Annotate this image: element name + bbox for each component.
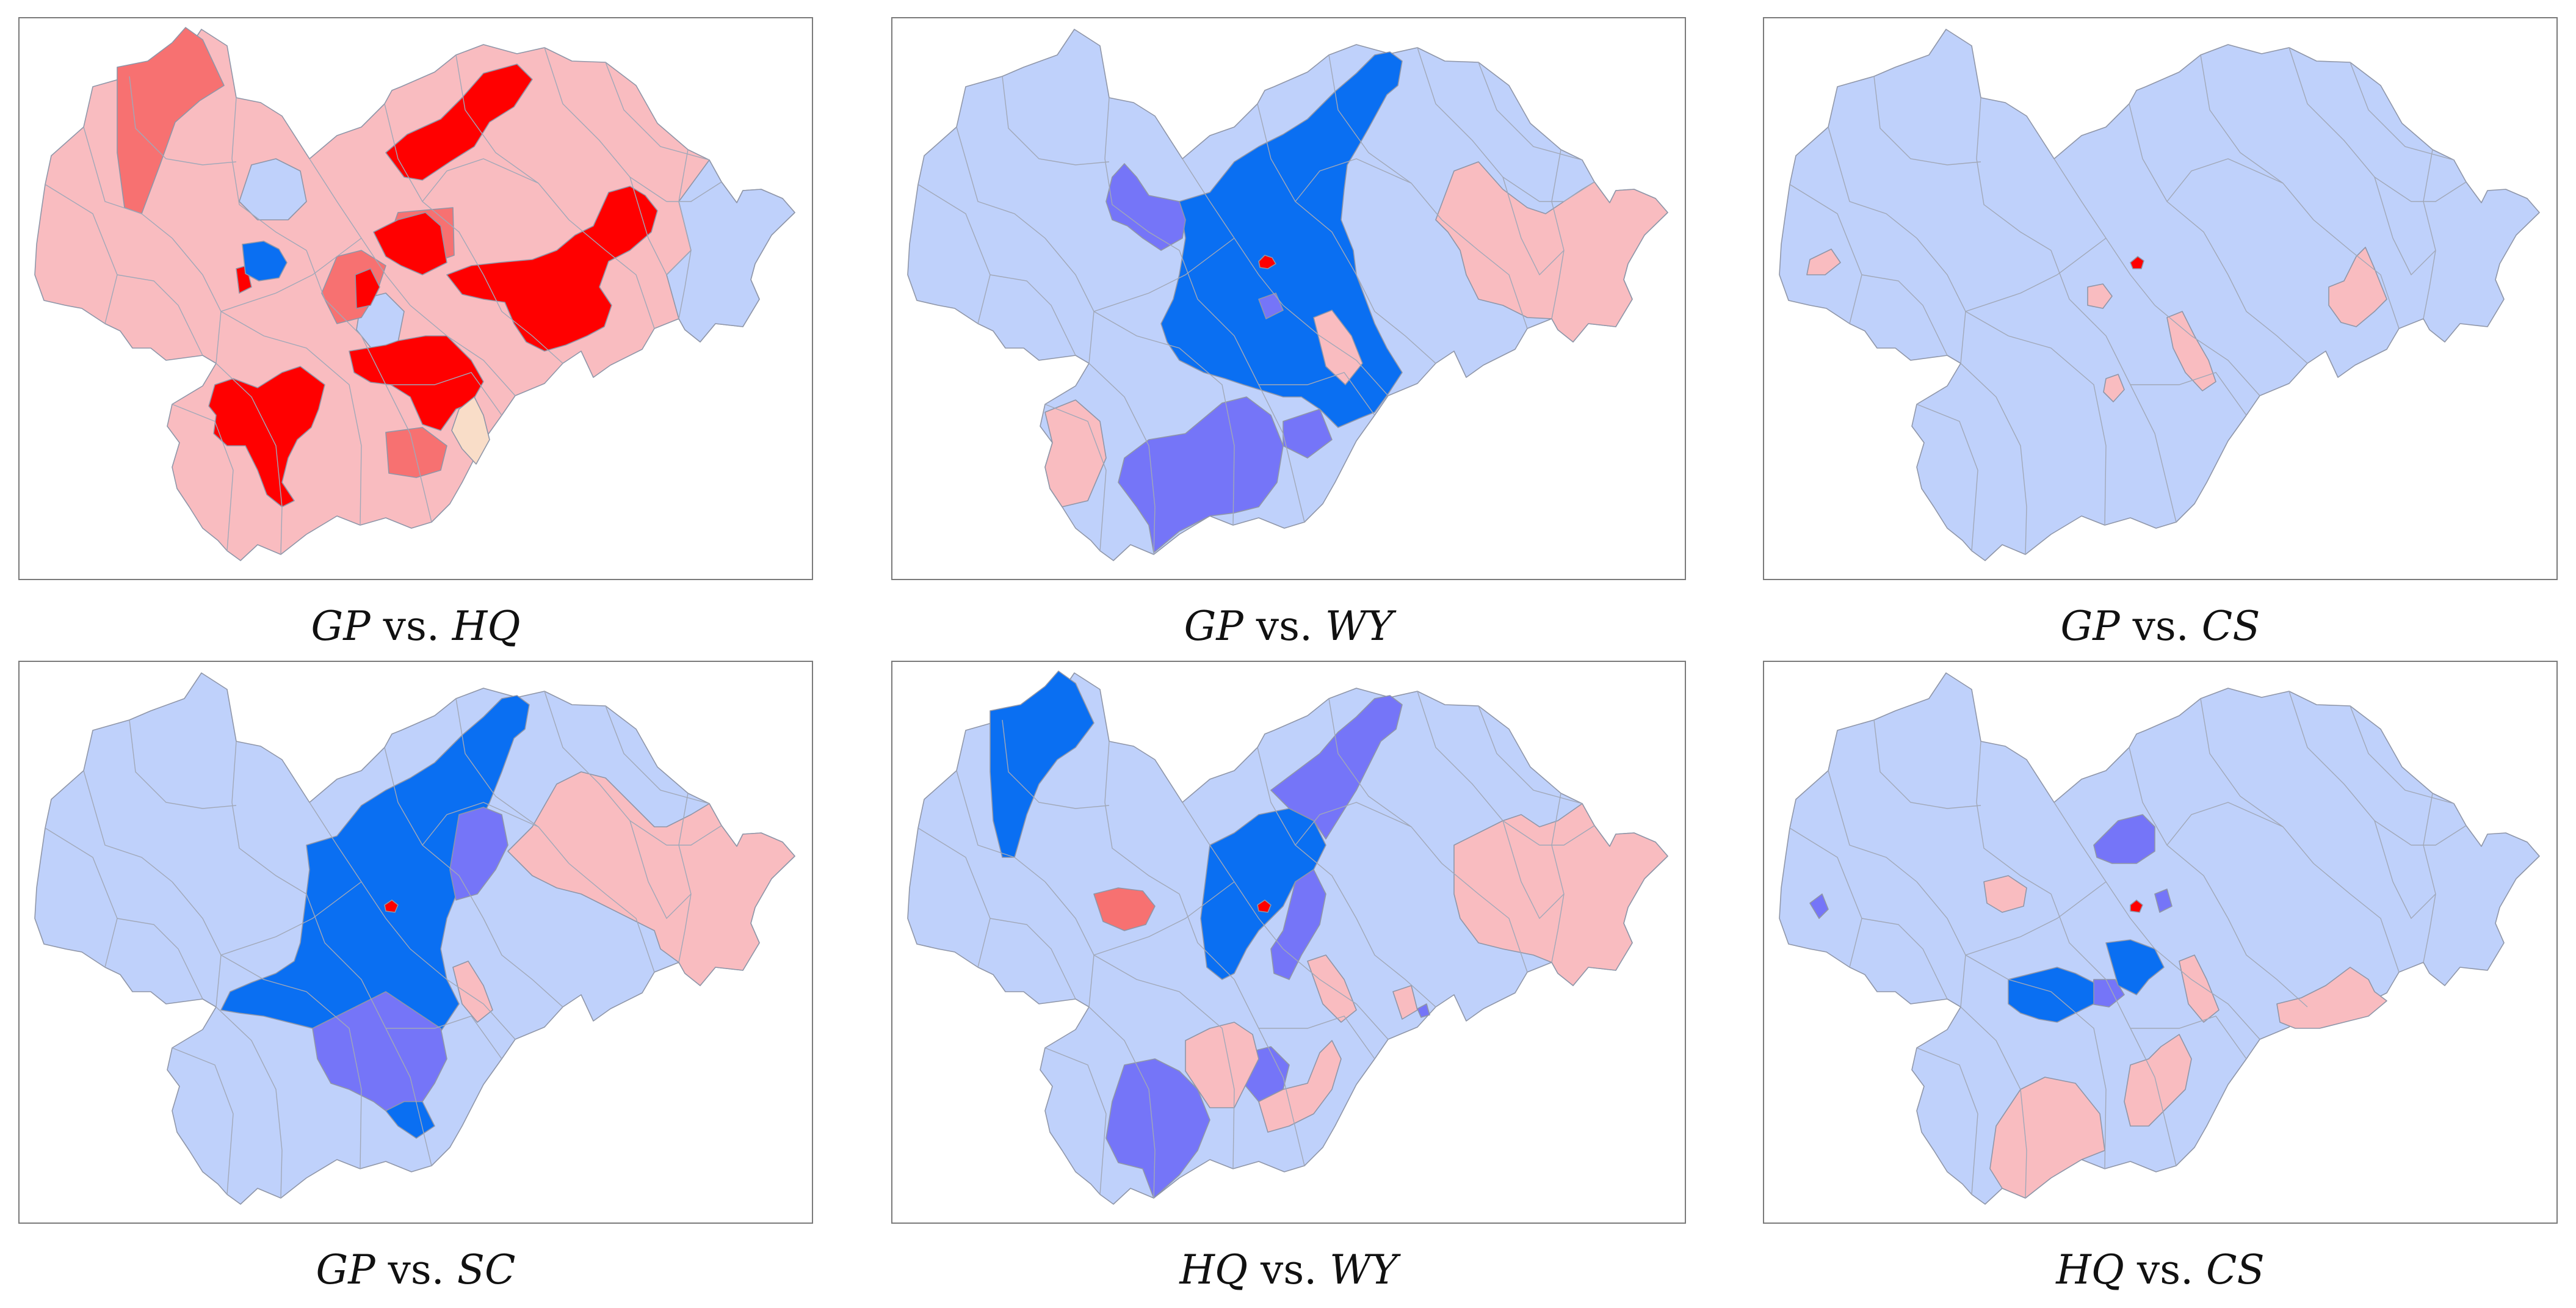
choropleth-map (1779, 29, 2540, 561)
choropleth-map (34, 672, 795, 1205)
caption-model-b: CS (2201, 603, 2260, 650)
map-panel-hq-vs-cs: HQ vs. CS (1763, 661, 2558, 1308)
region-strong-red (355, 268, 380, 309)
panel-caption: GP vs. CS (1763, 602, 2558, 651)
region-light-red (1453, 803, 1668, 986)
region-light-red (1185, 1022, 1259, 1108)
region-light-red (2166, 311, 2216, 391)
region-strong-red (208, 366, 325, 507)
caption-model-b: WY (1330, 1246, 1398, 1293)
map-panel-gp-vs-wy: GP vs. WY (891, 17, 1686, 664)
region-strong-blue (220, 695, 530, 1072)
region-strong-red (1257, 899, 1272, 913)
region-light-red (1435, 161, 1668, 343)
region-light-red (2179, 954, 2220, 1023)
region-light-red (2087, 283, 2113, 309)
region-light-red (1313, 310, 1363, 385)
map-frame (1763, 661, 2558, 1224)
caption-model-b: WY (1325, 603, 1394, 650)
caption-vs: vs. (1261, 1246, 1317, 1293)
region-medium-blue (1417, 1003, 1430, 1018)
map-panel-gp-vs-sc: GP vs. SC (18, 661, 813, 1308)
region-medium-blue (1270, 869, 1326, 980)
caption-model-a: GP (1184, 603, 1243, 650)
caption-vs: vs. (1256, 603, 1312, 650)
map-frame (18, 661, 813, 1224)
region-light-red (2124, 1034, 2192, 1127)
region-light-red (1258, 1040, 1342, 1133)
caption-model-a: HQ (2056, 1246, 2124, 1293)
region-light-red (1983, 875, 2027, 913)
caption-model-a: GP (316, 1246, 375, 1293)
caption-model-a: GP (311, 603, 371, 650)
choropleth-map (907, 670, 1668, 1205)
map-panel-gp-vs-cs: GP vs. CS (1763, 17, 2558, 664)
region-medium-blue (1283, 409, 1333, 459)
region-light-red (507, 771, 795, 986)
caption-vs: vs. (383, 603, 440, 650)
caption-model-b: SC (457, 1246, 516, 1293)
map-frame (18, 17, 813, 580)
region-neutral (451, 396, 490, 465)
map-panel-hq-vs-wy: HQ vs. WY (891, 661, 1686, 1308)
caption-model-a: HQ (1179, 1246, 1248, 1293)
choropleth-map (34, 27, 795, 561)
choropleth-map (907, 29, 1668, 561)
region-strong-red (384, 899, 399, 913)
region-strong-red (373, 212, 447, 275)
caption-model-b: CS (2206, 1246, 2265, 1293)
panel-caption: HQ vs. CS (1763, 1246, 2558, 1295)
panel-caption: HQ vs. WY (891, 1246, 1686, 1295)
region-medium-red (385, 427, 447, 478)
region-strong-red (1258, 255, 1276, 269)
region-medium-blue (1118, 396, 1284, 553)
choropleth-map (1779, 672, 2540, 1205)
region-strong-blue (242, 241, 288, 282)
region-light-red (1392, 985, 1418, 1020)
region-light-red (2103, 374, 2125, 402)
map-frame (891, 661, 1686, 1224)
region-light-red (1989, 1077, 2105, 1199)
region-medium-blue (1258, 292, 1284, 319)
region-strong-red (2130, 899, 2143, 913)
caption-vs: vs. (2132, 603, 2189, 650)
caption-model-b: HQ (452, 603, 521, 650)
region-strong-blue (2105, 939, 2165, 995)
region-light-blue (666, 159, 795, 343)
region-medium-blue (449, 807, 508, 901)
region-medium-blue (1809, 893, 1829, 919)
region-light-red (2328, 247, 2387, 327)
map-frame (891, 17, 1686, 580)
region-light-red (452, 961, 493, 1023)
region-light-red (1307, 954, 1357, 1023)
map-frame (1763, 17, 2558, 580)
region-medium-blue (1105, 1058, 1210, 1199)
region-medium-blue (2154, 888, 2173, 913)
region-light-red (1806, 249, 1841, 275)
region-medium-blue (2093, 814, 2155, 864)
panel-caption: GP vs. HQ (18, 602, 813, 651)
caption-vs: vs. (2136, 1246, 2194, 1293)
region-medium-blue (312, 991, 447, 1114)
region-medium-blue (1105, 163, 1186, 251)
region-strong-red (385, 64, 533, 181)
panel-caption: GP vs. WY (891, 602, 1686, 651)
region-strong-blue (990, 670, 1094, 858)
region-base (1779, 672, 2540, 1205)
region-strong-blue (2008, 967, 2094, 1023)
panel-caption: GP vs. SC (18, 1246, 813, 1295)
region-strong-red (2130, 256, 2144, 269)
caption-model-a: GP (2060, 603, 2120, 650)
region-medium-blue (1270, 695, 1403, 840)
region-light-red (2276, 967, 2387, 1029)
region-light-red (1044, 399, 1107, 507)
caption-vs: vs. (388, 1246, 444, 1293)
region-base (1779, 29, 2540, 561)
region-strong-red (446, 186, 658, 352)
region-medium-red (1093, 887, 1156, 931)
region-light-blue (239, 158, 307, 220)
map-panel-gp-vs-hq: GP vs. HQ (18, 17, 813, 664)
